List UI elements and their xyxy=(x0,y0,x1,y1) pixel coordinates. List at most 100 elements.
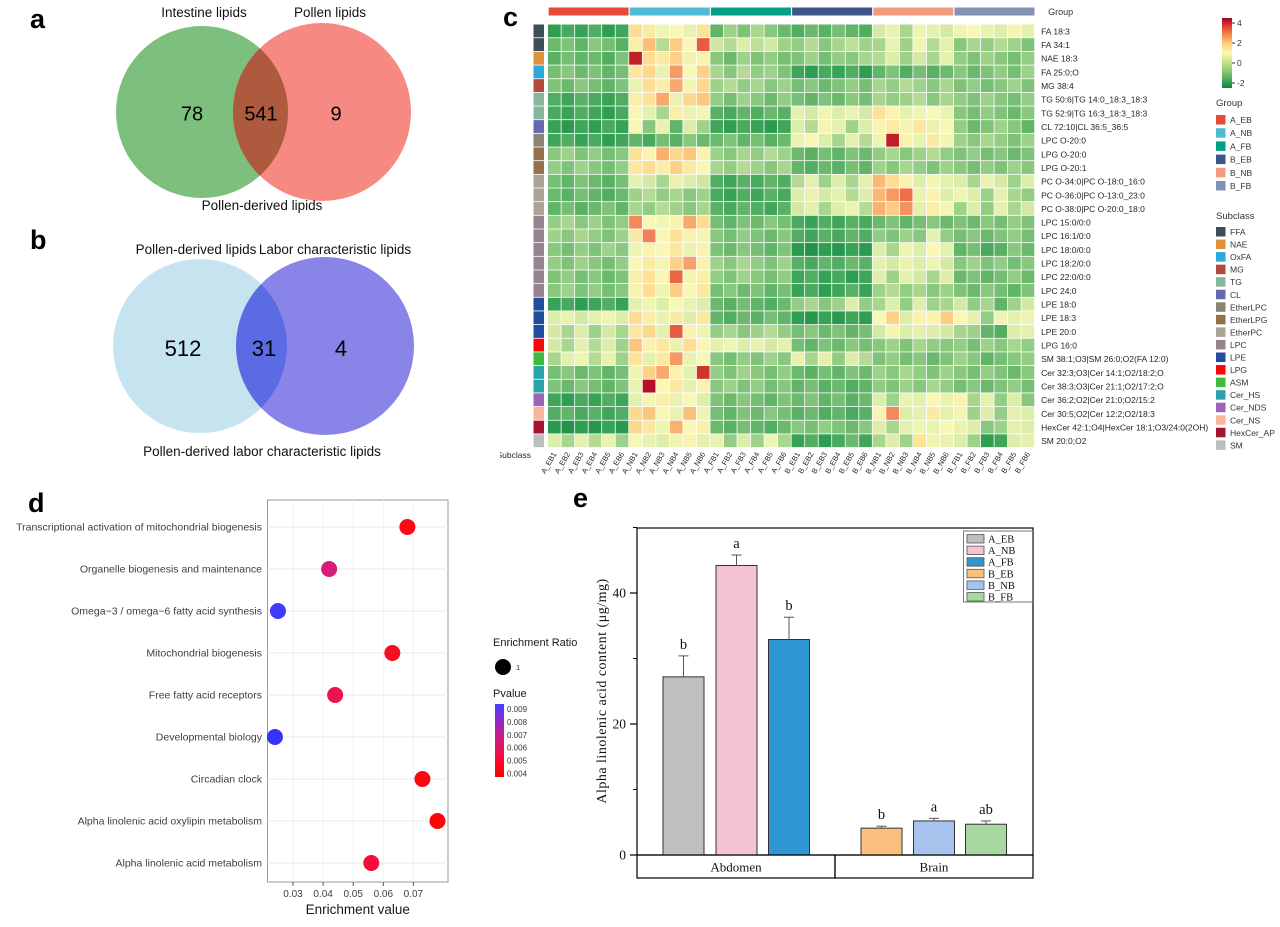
heatmap-cell xyxy=(696,188,710,202)
heatmap-cell xyxy=(940,65,954,79)
heatmap-cell xyxy=(994,120,1008,133)
heatmap-cell xyxy=(615,120,629,133)
heatmap-cell xyxy=(588,147,602,161)
subclass-annotation-cell xyxy=(533,51,544,65)
pvalue-legend-title: Pvalue xyxy=(493,688,527,700)
heatmap-cell xyxy=(832,325,845,338)
heatmap-cell xyxy=(791,38,805,52)
heatmap-cell xyxy=(1008,188,1021,202)
heatmap-cell xyxy=(926,202,940,215)
heatmap-cell xyxy=(967,24,981,38)
x-tick-label: 0.07 xyxy=(404,889,424,900)
heatmap-cell xyxy=(629,297,642,311)
heatmap-cell xyxy=(615,161,629,174)
heatmap-cell xyxy=(845,202,859,215)
heatmap-row-label: Cer 36:2;O2|Cer 21:0;O2/15:2 xyxy=(1041,395,1155,405)
heatmap-cell xyxy=(859,311,872,325)
heatmap-cell xyxy=(615,229,629,243)
heatmap-cell xyxy=(940,406,954,420)
heatmap-cell xyxy=(778,106,791,120)
heatmap-cell xyxy=(615,92,629,106)
heatmap-cell xyxy=(723,393,737,407)
heatmap-cell xyxy=(561,434,575,448)
heatmap-cell xyxy=(805,229,818,243)
heatmap-cell xyxy=(764,106,778,120)
heatmap-cell xyxy=(913,38,927,52)
heatmap-cell xyxy=(953,65,967,79)
heatmap-cell xyxy=(629,38,642,52)
heatmap-cell xyxy=(548,161,561,174)
heatmap-cell xyxy=(899,352,913,366)
heatmap-cell xyxy=(602,420,615,434)
pvalue-tick-label: 0.008 xyxy=(507,718,528,727)
heatmap-cell xyxy=(561,51,575,65)
heatmap-cell xyxy=(696,338,710,352)
venn-a-left-count: 78 xyxy=(180,103,204,126)
heatmap-cell xyxy=(1021,38,1035,52)
subclass-annotation-cell xyxy=(533,338,544,352)
heatmap-cell xyxy=(899,338,913,352)
heatmap-cell xyxy=(723,202,737,215)
heatmap-cell xyxy=(832,24,845,38)
subclass-annotation-cell xyxy=(533,270,544,284)
pvalue-tick-label: 0.004 xyxy=(507,770,528,779)
heatmap-cell xyxy=(953,256,967,270)
heatmap-cell xyxy=(1021,406,1035,420)
heatmap-cell xyxy=(994,434,1008,448)
heatmap-cell xyxy=(642,120,656,133)
heatmap-cell xyxy=(953,38,967,52)
heatmap-cell xyxy=(886,51,899,65)
heatmap-cell xyxy=(926,366,940,379)
heatmap-cell xyxy=(818,161,832,174)
heatmap-cell xyxy=(940,270,954,284)
heatmap-cell xyxy=(656,188,669,202)
heatmap-cell xyxy=(913,79,927,92)
heatmap-cell xyxy=(575,188,588,202)
heatmap-cell xyxy=(656,338,669,352)
heatmap-cell xyxy=(980,92,994,106)
heatmap-row-label: PC O-34:0|PC O-18:0_16:0 xyxy=(1041,177,1145,187)
heatmap-cell xyxy=(602,311,615,325)
heatmap-cell xyxy=(872,243,886,256)
heatmap-cell xyxy=(953,51,967,65)
colorbar-tick-label: 4 xyxy=(1237,18,1242,28)
heatmap-cell xyxy=(602,161,615,174)
heatmap-cell xyxy=(832,352,845,366)
heatmap-cell xyxy=(575,284,588,297)
heatmap-cell xyxy=(642,161,656,174)
heatmap-cell xyxy=(994,215,1008,229)
heatmap-cell xyxy=(805,133,818,147)
heatmap-cell xyxy=(940,133,954,147)
heatmap-cell xyxy=(723,120,737,133)
heatmap-cell xyxy=(548,133,561,147)
heatmap-cell xyxy=(805,79,818,92)
heatmap-row-label: LPC 18:0/0:0 xyxy=(1041,245,1091,255)
heatmap-cell xyxy=(548,120,561,133)
x-tick-label: 0.06 xyxy=(374,889,394,900)
heatmap-cell xyxy=(791,352,805,366)
heatmap-cell xyxy=(615,434,629,448)
heatmap-cell xyxy=(642,24,656,38)
heatmap-cell xyxy=(615,270,629,284)
heatmap-cell xyxy=(737,379,751,393)
heatmap-cell xyxy=(615,188,629,202)
heatmap-cell xyxy=(575,120,588,133)
heatmap-cell xyxy=(899,406,913,420)
heatmap-cell xyxy=(872,284,886,297)
heatmap-cell xyxy=(588,106,602,120)
heatmap-cell xyxy=(913,161,927,174)
heatmap-cell xyxy=(575,379,588,393)
heatmap-cell xyxy=(940,106,954,120)
heatmap-cell xyxy=(656,352,669,366)
heatmap-cell xyxy=(859,106,872,120)
heatmap-cell xyxy=(588,284,602,297)
heatmap-cell xyxy=(602,120,615,133)
subclass-annotation-cell xyxy=(533,65,544,79)
heatmap-cell xyxy=(872,65,886,79)
dotplot-category-label: Organelle biogenesis and maintenance xyxy=(80,564,262,576)
heatmap-cell xyxy=(669,325,683,338)
heatmap-cell xyxy=(805,202,818,215)
heatmap-cell xyxy=(737,188,751,202)
heatmap-cell xyxy=(980,420,994,434)
heatmap-cell xyxy=(642,420,656,434)
